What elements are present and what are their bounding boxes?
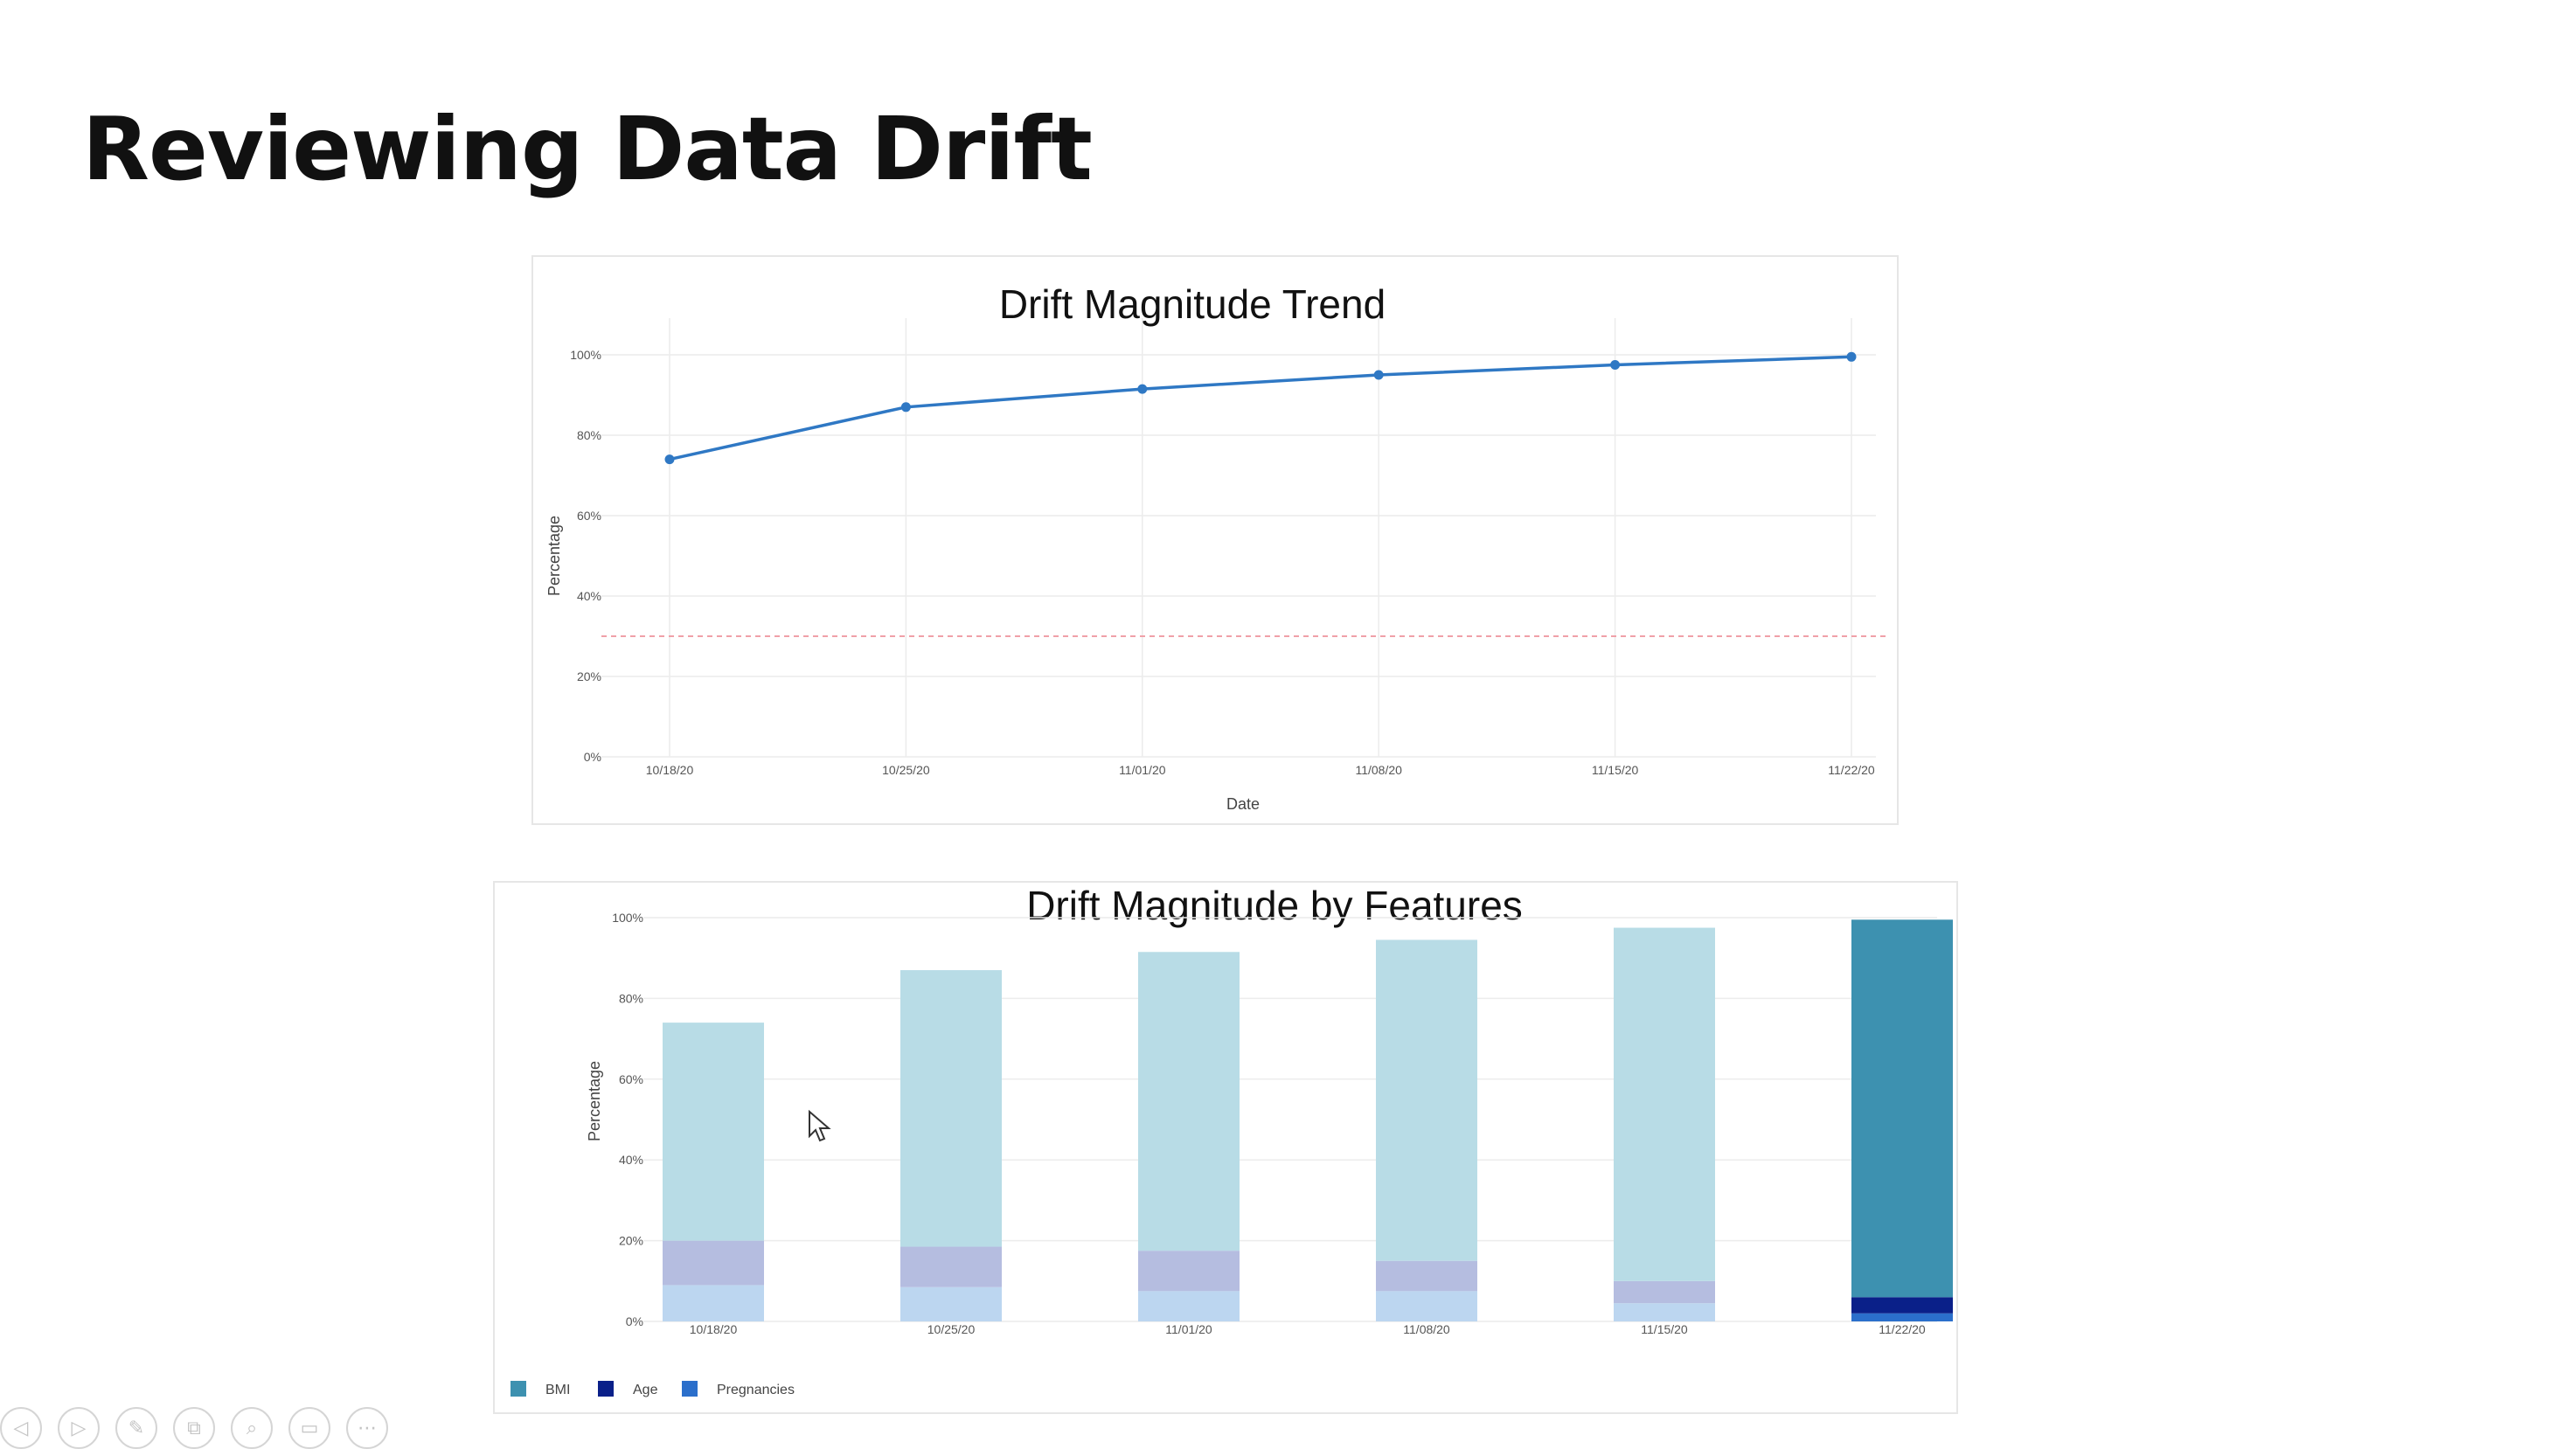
data-point xyxy=(664,454,675,465)
y-tick-label: 40% xyxy=(577,589,601,603)
bar-segment-bmi xyxy=(900,970,1002,1247)
x-tick-label: 11/01/20 xyxy=(1119,763,1166,777)
bar-segment-age xyxy=(1851,1297,1953,1314)
x-tick-label: 10/25/20 xyxy=(882,763,930,777)
previous-slide-icon[interactable]: ◁ xyxy=(0,1407,42,1449)
bar-segment-age xyxy=(1614,1280,1715,1304)
data-point xyxy=(1610,360,1621,370)
x-tick-label: 11/08/20 xyxy=(1403,1322,1450,1336)
y-tick-label: 0% xyxy=(584,750,601,764)
x-tick-label: 11/15/20 xyxy=(1641,1322,1688,1336)
data-point xyxy=(1373,370,1384,380)
x-tick-label: 11/15/20 xyxy=(1592,763,1639,777)
legend-swatch xyxy=(598,1381,614,1397)
x-axis-label: Date xyxy=(1226,795,1260,813)
legend-swatch xyxy=(682,1381,698,1397)
y-tick-label: 100% xyxy=(570,348,601,362)
chart-title: Drift Magnitude by Features xyxy=(1026,883,1523,928)
more-options-icon[interactable]: ⋯ xyxy=(346,1407,388,1449)
data-point xyxy=(1846,351,1857,362)
bar-segment-bmi xyxy=(1851,919,1953,1298)
bar-segment-bmi xyxy=(1138,952,1240,1251)
see-all-slides-icon[interactable]: ⧉ xyxy=(173,1407,215,1449)
drift-features-svg: Drift Magnitude by Features 0% 20% 40% 60% 80… xyxy=(511,883,1953,1397)
slide-title: Reviewing Data Drift xyxy=(82,98,1093,200)
zoom-icon[interactable]: ⌕ xyxy=(231,1407,273,1449)
bar-segment-age xyxy=(1376,1260,1477,1292)
bar-segment-age xyxy=(663,1240,764,1286)
bar-segment-pregnancies xyxy=(900,1286,1002,1321)
bar-segment-age xyxy=(900,1246,1002,1287)
bar-segment-bmi xyxy=(1376,939,1477,1261)
presentation-toolbar: ◁ ▷ ✎ ⧉ ⌕ ▭ ⋯ xyxy=(0,1407,388,1456)
data-point xyxy=(1137,384,1148,394)
bar-segment-age xyxy=(1138,1251,1240,1292)
x-tick-label: 10/18/20 xyxy=(646,763,694,777)
bar-segment-pregnancies xyxy=(663,1285,764,1321)
pen-icon[interactable]: ✎ xyxy=(115,1407,157,1449)
y-tick-label: 0% xyxy=(626,1314,643,1328)
y-tick-label: 20% xyxy=(577,669,601,683)
bar-segment-pregnancies xyxy=(1376,1291,1477,1321)
x-tick-label: 11/22/20 xyxy=(1879,1322,1926,1336)
x-tick-label: 10/18/20 xyxy=(690,1322,738,1336)
drift-trend-chart: Drift Magnitude Trend 0% 20% 40% 60% 80% 100% 1… xyxy=(531,255,1899,825)
bar-segment-bmi xyxy=(663,1023,764,1241)
bar-segment-bmi xyxy=(1614,927,1715,1281)
bar-segment-pregnancies xyxy=(1851,1313,1953,1321)
x-tick-label: 11/08/20 xyxy=(1355,763,1402,777)
mouse-cursor-icon xyxy=(809,1110,831,1142)
y-tick-label: 60% xyxy=(619,1072,643,1086)
y-tick-label: 100% xyxy=(612,911,643,925)
y-tick-label: 20% xyxy=(619,1234,643,1248)
subtitles-icon[interactable]: ▭ xyxy=(288,1407,330,1449)
series-line xyxy=(669,355,1852,461)
y-tick-label: 40% xyxy=(619,1153,643,1167)
y-tick-label: 60% xyxy=(577,509,601,523)
next-slide-icon[interactable]: ▷ xyxy=(58,1407,100,1449)
x-tick-label: 10/25/20 xyxy=(927,1322,976,1336)
legend-swatch xyxy=(511,1381,526,1397)
y-axis-label: Percentage xyxy=(545,516,563,596)
legend-label: BMI xyxy=(545,1383,570,1397)
data-point xyxy=(900,402,911,413)
bar-segment-pregnancies xyxy=(1614,1303,1715,1321)
x-tick-label: 11/01/20 xyxy=(1165,1322,1212,1336)
y-tick-label: 80% xyxy=(619,991,643,1005)
x-tick-label: 11/22/20 xyxy=(1828,763,1875,777)
drift-features-chart: Drift Magnitude by Features 0% 20% 40% 60% 80… xyxy=(493,881,1958,1414)
legend-label: Age xyxy=(633,1383,658,1397)
y-axis-label: Percentage xyxy=(586,1061,603,1141)
bar-segment-pregnancies xyxy=(1138,1291,1240,1321)
chart-title: Drift Magnitude Trend xyxy=(999,281,1386,327)
legend-label: Pregnancies xyxy=(717,1383,795,1397)
drift-trend-svg: Drift Magnitude Trend 0% 20% 40% 60% 80% 100% 1… xyxy=(545,281,1886,813)
y-tick-label: 80% xyxy=(577,428,601,442)
